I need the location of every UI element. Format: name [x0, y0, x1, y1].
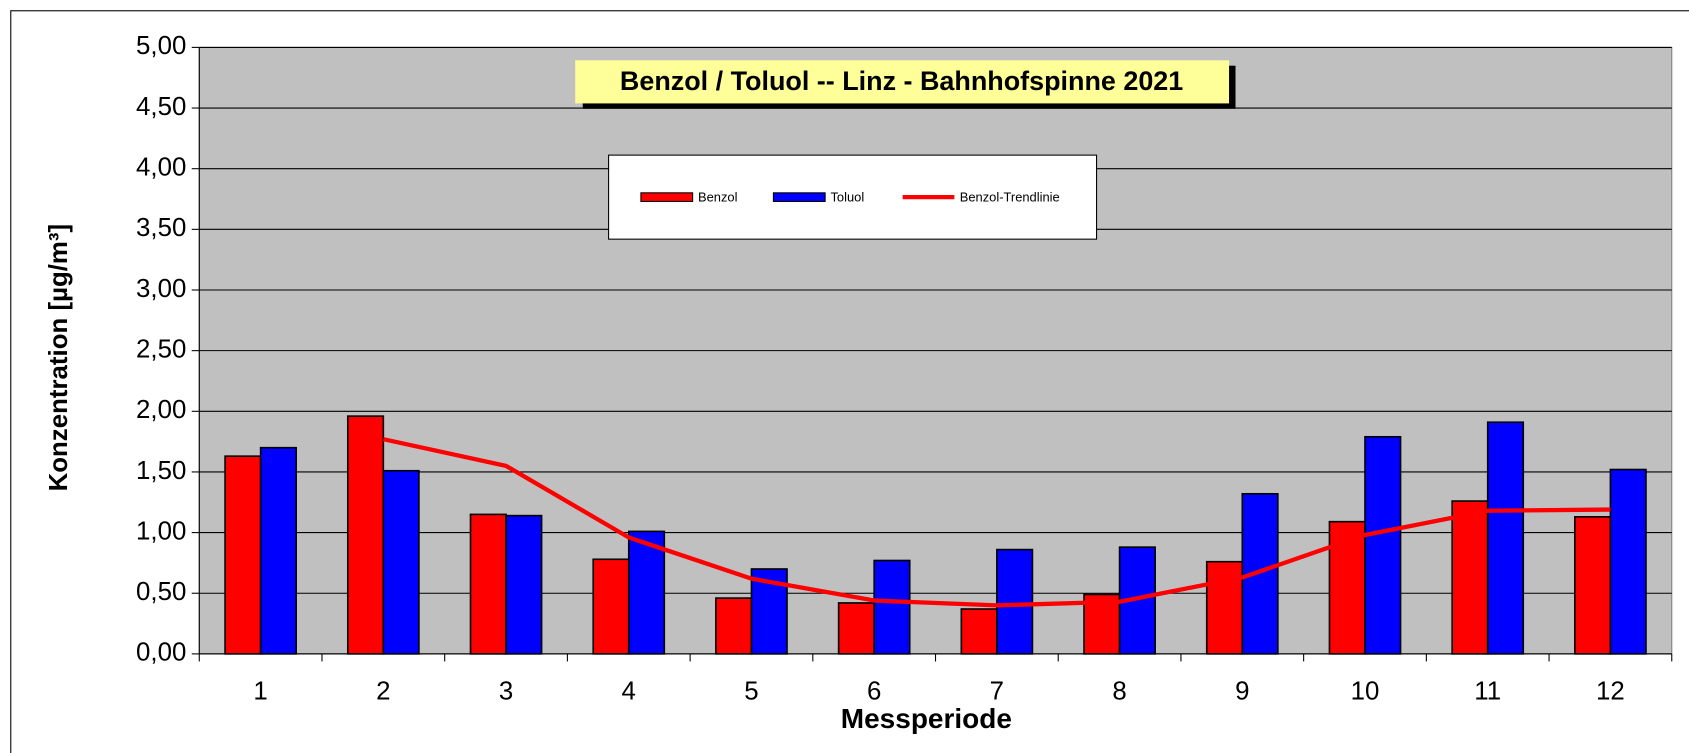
y-tick-label: 4,50	[136, 93, 186, 121]
x-tick-label: 12	[1596, 678, 1625, 706]
bar	[715, 597, 753, 655]
bar	[1486, 421, 1525, 655]
y-axis-title: Konzentration [µg/m³]	[45, 224, 73, 492]
x-tick-label: 10	[1351, 678, 1380, 706]
bar	[1364, 435, 1402, 655]
y-tick-label: 4,00	[136, 154, 186, 182]
y-tick-label: 2,00	[136, 396, 186, 424]
x-axis-title: Messperiode	[841, 703, 1012, 734]
bar	[1574, 516, 1612, 655]
bar	[382, 469, 420, 655]
chart-title: Benzol / Toluol -- Linz - Bahnhofspinne …	[620, 66, 1183, 96]
y-tick-label: 0,00	[136, 639, 186, 667]
bar	[469, 513, 507, 655]
title-box	[575, 60, 1230, 104]
y-tick-label: 2,50	[136, 335, 186, 363]
x-tick-label: 7	[990, 678, 1004, 706]
trend-line	[382, 437, 1611, 608]
x-tick-label: 3	[499, 678, 513, 706]
y-tick-label: 3,50	[136, 214, 186, 242]
x-tick-label: 2	[376, 678, 390, 706]
legend-label: Benzol-Trendlinie	[960, 190, 1060, 205]
y-tick-label: 3,00	[136, 275, 186, 303]
legend-swatch	[640, 192, 694, 202]
bar	[1609, 468, 1647, 655]
legend-label: Toluol	[830, 190, 864, 205]
bar	[259, 446, 297, 655]
x-tick-label: 9	[1235, 678, 1249, 706]
bar	[627, 530, 666, 655]
y-tick-label: 5,00	[136, 32, 186, 60]
x-tick-label: 6	[867, 678, 881, 706]
y-tick-label: 1,50	[136, 457, 186, 485]
x-tick-label: 11	[1474, 678, 1501, 706]
bar	[224, 455, 262, 655]
x-tick-label: 5	[744, 678, 758, 706]
bar	[960, 608, 998, 655]
x-tick-label: 8	[1112, 678, 1126, 706]
legend-swatch	[772, 192, 826, 202]
y-tick-label: 1,00	[136, 517, 186, 545]
bar	[1205, 560, 1244, 655]
legend-label: Benzol	[698, 190, 737, 205]
bar	[996, 548, 1034, 655]
bar	[505, 514, 543, 655]
bar	[837, 602, 875, 655]
x-tick-label: 4	[622, 678, 636, 706]
bar	[346, 415, 385, 655]
bar	[873, 559, 911, 655]
y-tick-label: 0,50	[136, 578, 186, 606]
bar	[1451, 500, 1489, 655]
bar	[592, 558, 630, 655]
x-tick-label: 1	[253, 678, 267, 706]
